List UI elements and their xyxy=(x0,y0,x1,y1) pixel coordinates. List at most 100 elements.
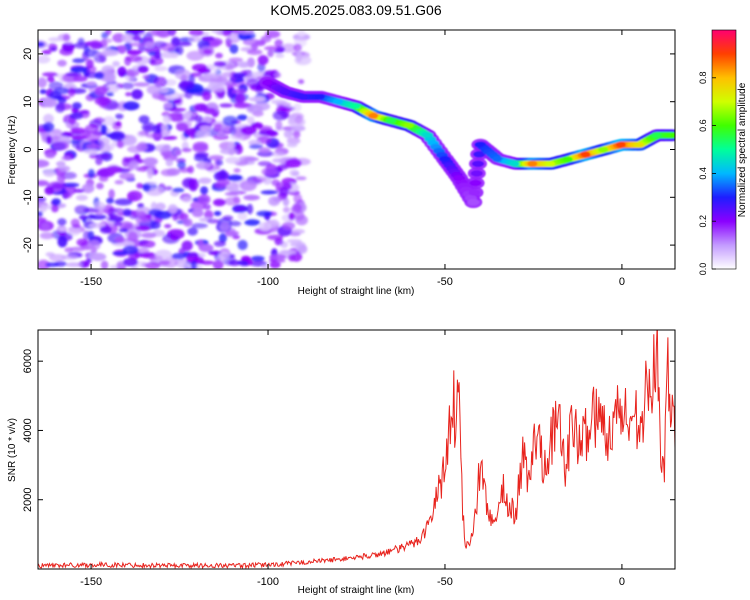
noise-blob xyxy=(187,252,199,258)
ridge-point xyxy=(529,161,538,167)
ridge-point xyxy=(469,199,478,205)
noise-blob xyxy=(148,51,157,57)
noise-blob xyxy=(39,203,47,213)
noise-blob xyxy=(107,220,116,226)
x-tick-label: -50 xyxy=(437,276,453,288)
noise-blob xyxy=(199,125,213,131)
noise-blob xyxy=(229,220,242,227)
noise-blob xyxy=(106,165,122,174)
noise-blob xyxy=(161,135,178,140)
noise-blob xyxy=(152,124,162,134)
noise-blob xyxy=(61,182,80,188)
noise-blob xyxy=(94,72,105,80)
noise-blob xyxy=(109,264,118,269)
colorbar-tick-label: 0.4 xyxy=(698,167,708,180)
noise-blob xyxy=(79,215,88,220)
noise-blob xyxy=(136,130,147,138)
noise-blob xyxy=(112,33,126,43)
noise-blob xyxy=(119,221,134,231)
noise-blob xyxy=(88,240,101,251)
noise-blob xyxy=(43,169,56,177)
noise-blob xyxy=(41,222,50,231)
noise-blob xyxy=(292,203,303,212)
noise-blob xyxy=(123,257,138,267)
noise-blob xyxy=(125,68,140,78)
noise-blob xyxy=(51,198,61,206)
noise-blob xyxy=(94,96,111,106)
noise-blob xyxy=(298,244,308,254)
noise-blob xyxy=(93,55,106,63)
noise-blob xyxy=(167,30,177,36)
ridge-point xyxy=(635,142,644,148)
noise-blob xyxy=(175,45,184,56)
ridge-core xyxy=(472,160,484,167)
noise-blob xyxy=(258,147,271,154)
ridge-core xyxy=(468,189,481,196)
noise-blob xyxy=(137,210,146,218)
noise-blob xyxy=(65,72,83,77)
noise-blob xyxy=(129,160,139,170)
noise-blob xyxy=(49,128,63,140)
noise-blob xyxy=(154,66,168,72)
noise-blob xyxy=(283,129,294,139)
noise-blob xyxy=(183,218,193,227)
noise-blob xyxy=(211,30,223,34)
noise-blob xyxy=(232,234,240,240)
noise-blob xyxy=(261,167,279,177)
noise-blob xyxy=(38,196,47,203)
noise-blob xyxy=(114,179,124,185)
noise-blob xyxy=(72,58,85,64)
noise-blob xyxy=(102,116,116,126)
y-tick-label: 6000 xyxy=(22,349,34,373)
noise-blob xyxy=(106,144,115,151)
noise-blob xyxy=(125,92,132,97)
noise-blob xyxy=(100,124,108,135)
noise-blob xyxy=(115,83,124,89)
noise-blob xyxy=(158,260,170,266)
noise-blob xyxy=(38,159,50,168)
y-tick-label: -10 xyxy=(22,189,34,205)
noise-blob xyxy=(295,51,303,63)
noise-blob xyxy=(191,222,208,229)
colorbar-tick-label: 0.2 xyxy=(698,215,708,228)
noise-blob xyxy=(95,157,103,166)
noise-blob xyxy=(151,30,160,37)
ridge-point xyxy=(600,147,609,152)
noise-blob xyxy=(45,252,55,257)
noise-blob xyxy=(124,56,132,66)
noise-blob xyxy=(57,160,65,169)
noise-blob xyxy=(194,153,208,162)
noise-blob xyxy=(122,134,137,146)
noise-blob xyxy=(103,68,114,80)
noise-blob xyxy=(107,208,125,213)
noise-blob xyxy=(197,67,211,74)
noise-blob xyxy=(213,211,222,216)
noise-blob xyxy=(219,221,230,232)
spectrogram-y-ticks: -20 -10 0 10 20 xyxy=(22,48,675,253)
noise-blob xyxy=(227,174,243,182)
ridge-point xyxy=(547,161,556,167)
noise-blob xyxy=(188,36,202,43)
noise-blob xyxy=(161,111,171,117)
noise-blob xyxy=(122,208,132,217)
noise-blob xyxy=(74,205,87,214)
noise-blob xyxy=(206,218,220,224)
noise-blob xyxy=(145,133,163,139)
noise-blob xyxy=(171,253,187,260)
noise-blob xyxy=(138,240,156,249)
noise-blob xyxy=(178,80,195,90)
noise-blob xyxy=(100,260,109,269)
noise-blob xyxy=(215,159,224,166)
noise-blob xyxy=(280,43,297,53)
noise-blob xyxy=(46,135,53,145)
noise-blob xyxy=(293,130,301,139)
noise-blob xyxy=(106,197,114,204)
noise-blob xyxy=(174,150,182,156)
x-tick-label: 0 xyxy=(619,576,625,588)
noise-blob xyxy=(72,224,81,229)
noise-blob xyxy=(228,57,244,63)
noise-blob xyxy=(172,187,185,193)
noise-blob xyxy=(224,197,241,206)
noise-blob xyxy=(285,158,302,168)
x-tick-label: -150 xyxy=(80,276,102,288)
